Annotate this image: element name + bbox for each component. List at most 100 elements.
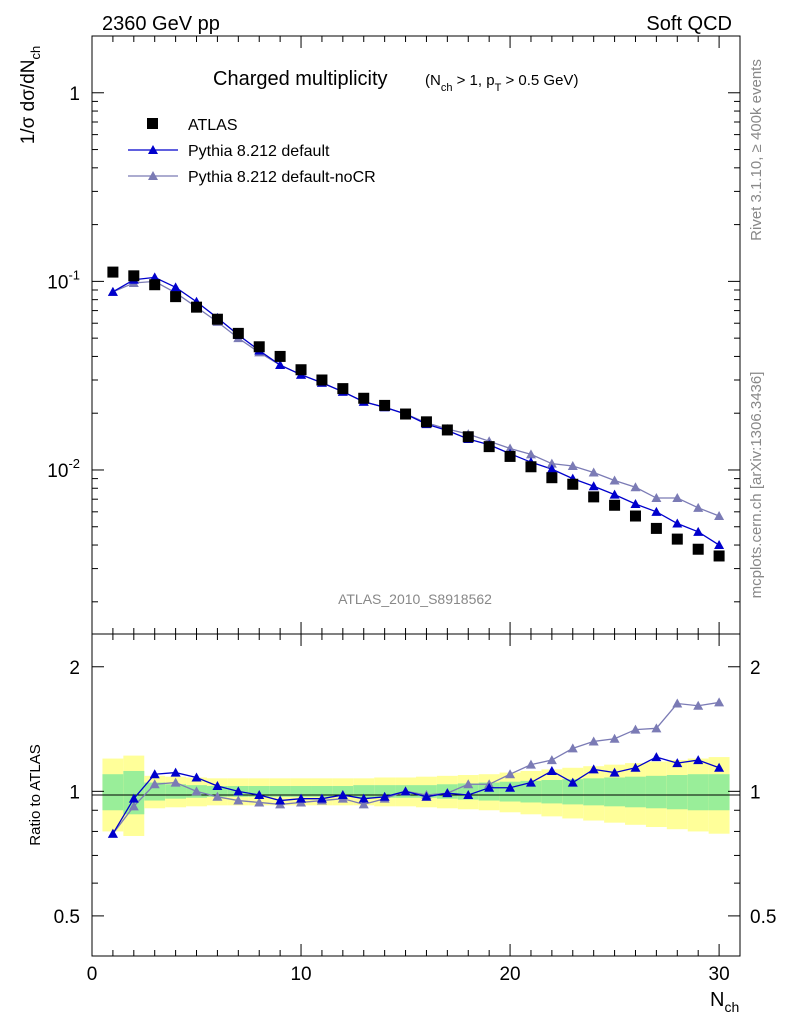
nocr-ratio-line — [112, 701, 720, 835]
default-ratio-marker — [567, 777, 578, 787]
default-ratio-marker — [609, 767, 620, 777]
atlas-marker — [546, 472, 558, 484]
atlas-marker — [713, 550, 725, 562]
stat-uncertainty-band — [269, 786, 291, 797]
stat-uncertainty-band — [311, 786, 333, 797]
atlas-marker — [253, 341, 265, 353]
stat-uncertainty-band — [583, 778, 605, 806]
default-ratio-marker — [379, 791, 390, 801]
atlas-marker — [692, 543, 704, 555]
default-ratio-marker — [630, 762, 641, 772]
default-ratio-marker — [525, 777, 536, 787]
atlas-marker — [211, 313, 223, 325]
atlas-marker — [274, 350, 286, 362]
default-ratio-marker — [358, 793, 369, 803]
default-ratio-marker — [421, 791, 432, 801]
stat-uncertainty-band — [206, 786, 228, 797]
stat-uncertainty-band — [541, 780, 563, 804]
default-marker — [609, 489, 620, 499]
default-marker — [714, 540, 725, 550]
legend-marker — [148, 171, 158, 180]
default-ratio-marker — [128, 793, 139, 803]
atlas-marker — [232, 327, 244, 339]
atlas-marker — [504, 450, 516, 462]
main-y-axis-label: 1/σ dσ/dNch — [18, 46, 43, 144]
default-marker — [275, 360, 286, 370]
nocr-marker — [609, 475, 620, 485]
nocr-line — [112, 280, 720, 517]
nocr-ratio-marker — [358, 799, 369, 809]
ratio-y-axis-label: Ratio to ATLAS — [27, 744, 44, 845]
x-tick-label: 20 — [499, 964, 520, 985]
ratio-y-tick-label-right: 0.5 — [750, 907, 776, 928]
legend-marker — [148, 145, 158, 154]
ratio-y-tick-label-left: 0.5 — [54, 907, 80, 928]
header-right: Soft QCD — [646, 13, 732, 35]
nocr-ratio-marker — [254, 797, 265, 807]
default-marker — [672, 518, 683, 528]
ratio-ticks: 0 10 20 30 0.5 0.5 1 1 2 2 — [54, 634, 776, 985]
x-axis-label: Nch — [710, 989, 739, 1015]
default-marker — [149, 272, 160, 282]
nocr-ratio-marker — [714, 697, 725, 707]
chart-title: Charged multiplicity — [213, 68, 388, 90]
x-tick-label: 0 — [87, 964, 98, 985]
legend-label: ATLAS — [188, 117, 238, 134]
default-marker — [170, 282, 181, 292]
default-ratio-marker — [714, 762, 725, 772]
atlas-marker — [191, 301, 203, 313]
default-ratio-marker — [296, 793, 307, 803]
default-ratio-marker — [651, 752, 662, 762]
x-tick-label: 30 — [709, 964, 730, 985]
default-marker — [630, 499, 641, 509]
atlas-marker — [337, 383, 349, 395]
default-ratio-marker — [337, 789, 348, 799]
nocr-ratio-marker — [693, 700, 704, 710]
nocr-ratio-marker — [651, 723, 662, 733]
legend-label: Pythia 8.212 default — [188, 143, 330, 160]
atlas-marker — [462, 431, 474, 443]
nocr-ratio-marker — [149, 779, 160, 789]
stat-uncertainty-band — [562, 779, 584, 805]
stat-uncertainty-band — [625, 776, 646, 808]
legend-item: ATLAS — [147, 117, 238, 134]
atlas-marker — [295, 364, 307, 376]
x-tick-label: 10 — [290, 964, 311, 985]
stat-uncertainty-band — [666, 775, 688, 810]
main-series — [107, 266, 725, 562]
default-ratio-marker — [442, 788, 453, 798]
analysis-watermark: ATLAS_2010_S8918562 — [338, 591, 492, 607]
stat-uncertainty-band — [645, 775, 667, 809]
nocr-ratio-marker — [170, 777, 181, 787]
nocr-ratio-marker — [463, 779, 474, 789]
atlas-marker — [400, 408, 412, 420]
atlas-marker — [107, 266, 119, 278]
ratio-y-tick-label-left: 2 — [69, 658, 80, 679]
stat-uncertainty-band — [144, 782, 166, 801]
ratio-y-tick-label-right: 2 — [750, 658, 761, 679]
nocr-marker — [714, 511, 725, 521]
atlas-marker — [671, 533, 683, 545]
stat-uncertainty-band — [708, 774, 730, 811]
legend-label: Pythia 8.212 default-noCR — [188, 169, 376, 186]
default-ratio-marker — [693, 755, 704, 765]
default-ratio-marker — [672, 758, 683, 768]
atlas-marker — [588, 491, 600, 503]
atlas-marker — [650, 522, 662, 534]
nocr-ratio-marker — [567, 743, 578, 753]
stat-uncertainty-band — [123, 770, 145, 815]
nocr-marker — [505, 443, 516, 453]
default-marker — [546, 464, 557, 474]
nocr-ratio-marker — [546, 755, 557, 765]
ratio-y-tick-label-left: 1 — [69, 782, 80, 803]
main-ticks: 10-2 10-1 1 — [47, 35, 741, 634]
nocr-ratio-marker — [128, 801, 139, 811]
nocr-ratio-marker — [191, 786, 202, 796]
default-ratio-marker — [212, 781, 223, 791]
stat-uncertainty-band — [604, 777, 626, 807]
default-ratio-marker — [316, 793, 327, 803]
atlas-marker — [316, 374, 328, 386]
default-ratio-marker — [233, 786, 244, 796]
nocr-marker — [630, 482, 641, 492]
